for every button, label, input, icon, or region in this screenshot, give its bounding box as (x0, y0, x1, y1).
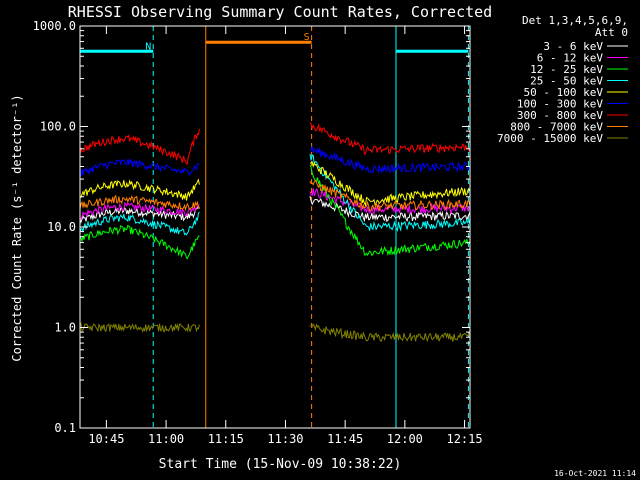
series-line-5-b (309, 145, 471, 175)
x-tick-label-6: 12:15 (446, 432, 482, 446)
series-line-7-a (79, 194, 200, 212)
series-line-5-a (79, 158, 200, 177)
legend-label-4: 50 - 100 keV (524, 86, 604, 99)
series-line-4-a (80, 178, 200, 201)
series-line-8-a (79, 321, 200, 333)
legend-label-8: 7000 - 15000 keV (497, 132, 603, 145)
series-line-4-b (309, 161, 471, 207)
x-tick-label-2: 11:15 (208, 432, 244, 446)
x-tick-label-4: 11:45 (327, 432, 363, 446)
y-tick-label-0: 1000.0 (33, 19, 76, 33)
series-line-3-b (309, 153, 471, 232)
series-line-1-a (79, 201, 200, 220)
x-tick-label-0: 10:45 (88, 432, 124, 446)
axes: 1000.0 100.0 10.0 1.0 0.1 10:45 11:00 11:15 11:3… (33, 19, 483, 446)
legend-header-1: Att 0 (595, 26, 628, 39)
series-line-3-a (79, 211, 200, 236)
x-tick-label-3: 11:30 (267, 432, 303, 446)
x-axis-label: Start Time (15-Nov-09 10:38:22) (159, 457, 402, 472)
y-axis-label: Corrected Count Rate (s⁻¹ detector⁻¹) (10, 94, 24, 361)
y-tick-label-1: 100.0 (40, 120, 76, 134)
series-line-2-b (309, 164, 471, 257)
y-tick-label-2: 10.0 (47, 220, 76, 234)
footer-date: 16-Oct-2021 11:14 (554, 469, 636, 478)
obs-bar-label-1: S (304, 32, 310, 43)
y-tick-label-3: 1.0 (54, 321, 76, 335)
x-tick-label-1: 11:00 (148, 432, 184, 446)
legend-label-6: 300 - 800 keV (517, 109, 603, 122)
series-line-6-a (79, 128, 200, 165)
series-line-0-b (309, 195, 471, 223)
series-line-7-b (309, 179, 471, 212)
series-line-6-b (309, 122, 471, 155)
legend-label-2: 12 - 25 keV (530, 63, 603, 76)
legend-header-0: Det 1,3,4,5,6,9, (522, 14, 628, 27)
obs-bar-label-0: N (145, 41, 151, 52)
y-tick-label-4: 0.1 (54, 421, 76, 435)
observing-bars: NS (80, 32, 469, 53)
series-line-8-b (309, 323, 471, 343)
legend-label-0: 3 - 6 keV (543, 40, 603, 53)
series-lines (79, 122, 471, 343)
series-line-2-a (79, 224, 200, 260)
legend-label-1: 6 - 12 keV (537, 52, 604, 65)
chart-title: RHESSI Observing Summary Count Rates, Co… (68, 3, 492, 21)
series-line-0-a (79, 204, 200, 224)
legend-label-3: 25 - 50 keV (530, 75, 603, 88)
legend-label-7: 800 - 7000 keV (510, 121, 603, 134)
legend-label-5: 100 - 300 keV (517, 98, 603, 111)
x-tick-label-5: 12:00 (387, 432, 423, 446)
